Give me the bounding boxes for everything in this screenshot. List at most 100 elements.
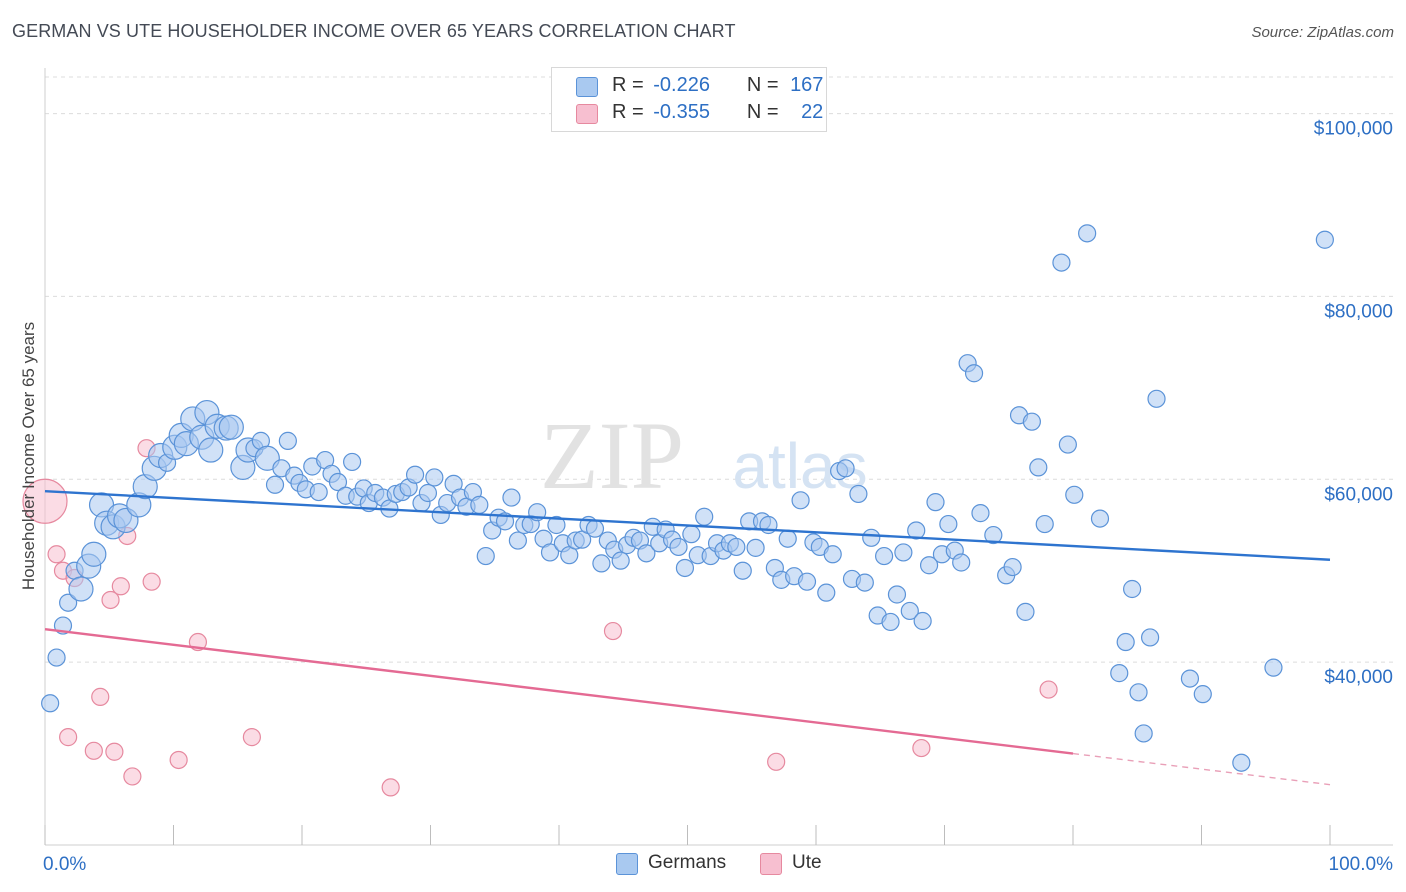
data-point-germans bbox=[971, 504, 990, 523]
data-point-germans bbox=[405, 465, 425, 484]
data-point-germans bbox=[695, 507, 714, 526]
data-point-germans bbox=[1029, 458, 1048, 477]
data-point-germans bbox=[81, 541, 107, 567]
data-point-germans bbox=[778, 529, 797, 548]
data-point-germans bbox=[476, 546, 495, 566]
data-point-germans bbox=[682, 525, 701, 544]
watermark: ZIP atlas bbox=[540, 402, 868, 509]
data-point-germans bbox=[1264, 658, 1283, 677]
data-point-ute bbox=[169, 750, 188, 770]
data-point-germans bbox=[309, 482, 328, 502]
data-point-germans bbox=[1110, 664, 1129, 683]
data-point-germans bbox=[1147, 389, 1166, 408]
data-point-germans bbox=[425, 468, 444, 487]
data-point-germans bbox=[1052, 253, 1071, 272]
y-axis-label: Householder Income Over 65 years bbox=[19, 321, 38, 591]
data-point-ute bbox=[111, 577, 130, 596]
legend-swatch-germans bbox=[576, 77, 598, 97]
n-label: N = bbox=[746, 101, 779, 123]
data-point-germans bbox=[637, 544, 656, 563]
bottom-legend-label-germans: Germans bbox=[648, 852, 727, 873]
data-point-germans bbox=[1058, 435, 1077, 454]
data-point-germans bbox=[41, 694, 60, 713]
y-tick-label: $100,000 bbox=[1314, 119, 1393, 140]
data-point-germans bbox=[907, 521, 926, 540]
data-point-germans bbox=[265, 475, 285, 494]
data-point-ute bbox=[912, 738, 931, 758]
trend-line-ute-extrapolated bbox=[1072, 752, 1331, 786]
grid-lines bbox=[45, 76, 1393, 663]
data-point-ute bbox=[767, 752, 786, 771]
data-point-germans bbox=[926, 493, 945, 512]
data-point-ute bbox=[142, 572, 161, 591]
data-point-ute bbox=[381, 778, 400, 797]
n-value-ute: 22 bbox=[801, 101, 824, 123]
data-point-germans bbox=[540, 543, 560, 562]
data-point-germans bbox=[1180, 669, 1200, 688]
r-value-germans: -0.226 bbox=[653, 74, 710, 96]
correlation-legend: R = -0.226 N = 167 R = -0.355 N = 22 bbox=[551, 67, 827, 132]
bottom-legend-swatch-ute bbox=[760, 853, 782, 875]
data-point-germans bbox=[218, 414, 244, 440]
data-point-germans bbox=[502, 488, 521, 507]
data-point-germans bbox=[984, 525, 1003, 545]
legend-stats-germans: R = -0.226 N = 167 bbox=[612, 74, 823, 97]
data-point-ute bbox=[242, 728, 261, 747]
data-point-germans bbox=[894, 543, 913, 562]
data-point-germans bbox=[1022, 412, 1041, 431]
data-point-germans bbox=[964, 364, 984, 383]
data-point-germans bbox=[1129, 683, 1148, 702]
legend-swatch-ute bbox=[576, 104, 598, 124]
data-point-germans bbox=[1315, 230, 1334, 249]
data-point-germans bbox=[939, 514, 958, 534]
n-value-germans: 167 bbox=[790, 74, 824, 96]
series-germans bbox=[41, 224, 1334, 772]
data-point-germans bbox=[1035, 514, 1054, 534]
data-point-germans bbox=[1090, 509, 1110, 528]
trend-line-ute bbox=[44, 628, 1074, 755]
data-point-ute bbox=[105, 742, 124, 761]
data-point-germans bbox=[881, 612, 900, 632]
x-tick-label: 0.0% bbox=[43, 854, 86, 875]
data-point-germans bbox=[875, 546, 894, 566]
y-tick-label: $60,000 bbox=[1324, 484, 1393, 505]
data-point-germans bbox=[47, 648, 66, 667]
data-point-germans bbox=[68, 576, 94, 602]
x-tick-label: 100.0% bbox=[1329, 854, 1394, 875]
bottom-legend-label-ute: Ute bbox=[792, 852, 822, 873]
data-point-ute bbox=[84, 741, 103, 760]
r-label: R = bbox=[612, 74, 644, 96]
data-point-germans bbox=[343, 452, 362, 472]
bottom-legend-swatch-germans bbox=[616, 853, 638, 875]
n-label: N = bbox=[746, 74, 779, 96]
data-point-germans bbox=[1123, 579, 1142, 599]
data-point-germans bbox=[547, 515, 566, 535]
data-point-germans bbox=[727, 537, 746, 557]
data-point-germans bbox=[1065, 485, 1084, 504]
data-point-germans bbox=[1003, 557, 1022, 577]
data-point-germans bbox=[817, 583, 836, 602]
data-point-germans bbox=[1016, 602, 1035, 621]
data-point-ute bbox=[59, 728, 78, 747]
data-point-germans bbox=[919, 556, 939, 575]
y-tick-label: $80,000 bbox=[1324, 301, 1393, 322]
data-point-germans bbox=[675, 558, 695, 578]
data-point-germans bbox=[59, 593, 78, 612]
trend-line-germans bbox=[44, 489, 1331, 561]
data-point-ute bbox=[123, 767, 142, 786]
data-point-germans bbox=[669, 537, 688, 557]
data-point-germans bbox=[823, 545, 842, 564]
data-point-germans bbox=[887, 585, 907, 604]
data-point-germans bbox=[328, 472, 348, 492]
data-point-germans bbox=[1140, 628, 1160, 647]
source-note: Source: ZipAtlas.com bbox=[1251, 24, 1394, 41]
data-point-germans bbox=[849, 484, 868, 504]
axes bbox=[44, 68, 1393, 846]
data-point-germans bbox=[952, 553, 971, 572]
chart-title: GERMAN VS UTE HOUSEHOLDER INCOME OVER 65… bbox=[12, 21, 736, 41]
legend-stats-ute: R = -0.355 N = 22 bbox=[612, 101, 823, 124]
data-point-germans bbox=[791, 491, 810, 510]
data-point-germans bbox=[1193, 685, 1212, 704]
data-point-germans bbox=[1116, 632, 1135, 652]
